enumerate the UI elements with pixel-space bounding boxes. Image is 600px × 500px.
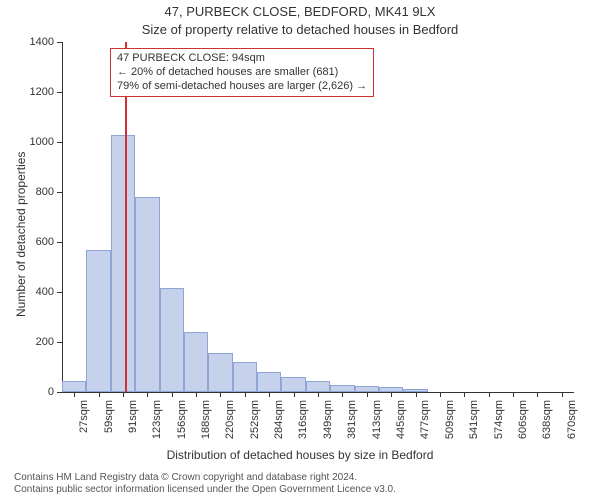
y-axis-label: Number of detached properties [14,152,28,317]
chart-container: 47, PURBECK CLOSE, BEDFORD, MK41 9LX Siz… [0,0,600,500]
x-tick-label: 188sqm [200,400,212,439]
x-tick-label: 220sqm [224,400,236,439]
x-tick-label: 381sqm [346,400,358,439]
histogram-bar [233,362,257,392]
chart-title-line1: 47, PURBECK CLOSE, BEDFORD, MK41 9LX [0,4,600,19]
x-tick-label: 156sqm [176,400,188,439]
x-tick-label: 252sqm [249,400,261,439]
y-tick-label: 1400 [14,36,54,48]
x-tick-label: 606sqm [517,400,529,439]
annotation-line: ← 20% of detached houses are smaller (68… [117,66,367,80]
footer-line1: Contains HM Land Registry data © Crown c… [14,472,396,484]
x-tick-label: 574sqm [493,400,505,439]
footer-line2: Contains public sector information licen… [14,484,396,496]
y-tick-label: 1200 [14,86,54,98]
x-tick-label: 445sqm [395,400,407,439]
histogram-bar [184,332,208,392]
histogram-bar [86,250,110,393]
histogram-bar [160,288,184,392]
annotation-box: 47 PURBECK CLOSE: 94sqm← 20% of detached… [110,48,374,97]
histogram-bar [208,353,232,392]
x-tick-label: 413sqm [371,400,383,439]
x-axis-label: Distribution of detached houses by size … [0,448,600,462]
x-tick-label: 638sqm [541,400,553,439]
chart-title-line2: Size of property relative to detached ho… [0,22,600,37]
plot-area: 020040060080010001200140027sqm59sqm91sqm… [62,42,574,392]
annotation-line: 47 PURBECK CLOSE: 94sqm [117,52,367,66]
x-tick-label: 349sqm [322,400,334,439]
x-tick-label: 27sqm [78,400,90,433]
x-tick-label: 541sqm [468,400,480,439]
x-tick-label: 284sqm [273,400,285,439]
y-tick-label: 1000 [14,136,54,148]
y-tick-label: 0 [14,386,54,398]
x-tick-label: 477sqm [420,400,432,439]
x-tick-label: 59sqm [103,400,115,433]
x-tick-label: 670sqm [566,400,578,439]
histogram-bar [306,381,330,392]
histogram-bar [62,381,86,393]
x-tick-label: 316sqm [298,400,310,439]
y-tick-label: 200 [14,336,54,348]
annotation-line: 79% of semi-detached houses are larger (… [117,80,367,94]
footer-attribution: Contains HM Land Registry data © Crown c… [14,472,396,496]
x-tick-label: 123sqm [151,400,163,439]
histogram-bar [135,197,159,392]
histogram-bar [281,377,305,392]
histogram-bar [330,385,354,393]
x-tick-label: 91sqm [127,400,139,433]
histogram-bar [111,135,135,393]
histogram-bar [257,372,281,392]
x-tick-label: 509sqm [444,400,456,439]
